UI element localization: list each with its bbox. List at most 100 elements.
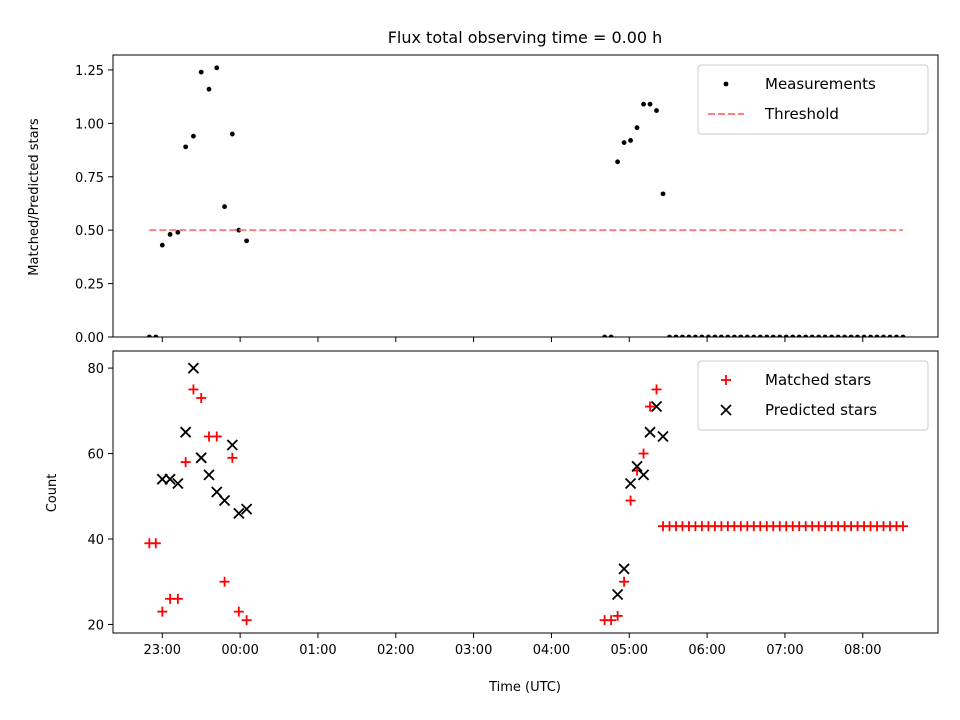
measurement-point [783, 334, 789, 337]
matched-star-marker [638, 448, 649, 459]
measurement-point [153, 334, 159, 337]
legend-matched-swatch [721, 375, 731, 385]
measurement-point [842, 334, 848, 337]
measurement-point [725, 334, 731, 337]
measurement-point [809, 334, 815, 337]
measurement-point [770, 334, 776, 337]
measurement-point [206, 86, 212, 92]
matched-star-marker [172, 593, 183, 604]
predicted-star-marker [233, 507, 245, 520]
measurement-point [718, 334, 724, 337]
measurement-point [887, 334, 893, 337]
predicted-star-marker [657, 430, 669, 443]
measurement-point [699, 334, 705, 337]
predicted-star-marker [180, 426, 192, 438]
matched-star-marker [233, 606, 244, 617]
predicted-star-marker [164, 473, 176, 485]
measurement-point [816, 334, 822, 337]
measurement-point [731, 334, 737, 337]
top-plot-area [146, 65, 906, 337]
matched-star-marker [606, 615, 617, 626]
matched-star-marker [150, 538, 161, 549]
measurement-point [790, 334, 796, 337]
x-tick-label: 03:00 [455, 643, 492, 658]
predicted-star-marker [203, 469, 215, 481]
matched-star-marker [651, 384, 662, 395]
top-chart-title: Flux total observing time = 0.00 h [388, 28, 663, 47]
matched-star-marker [196, 393, 207, 403]
matched-star-marker [219, 576, 230, 587]
predicted-star-marker [611, 588, 624, 601]
measurement-point [621, 140, 627, 145]
predicted-star-marker [218, 494, 231, 507]
measurement-point [764, 334, 770, 337]
measurement-point [222, 204, 227, 210]
bottom-panel: 20 40 60 80 23:00 00:00 01:00 02:00 03:00 04:00 05… [87, 350, 939, 658]
matched-star-marker [227, 452, 238, 463]
measurement-point [822, 334, 828, 337]
measurement-point [861, 334, 867, 337]
predicted-star-marker [650, 400, 663, 413]
measurement-point [229, 131, 235, 137]
measurement-point [796, 334, 802, 337]
top-y-tick-label: 0.25 [75, 278, 104, 293]
measurement-point [751, 334, 757, 337]
bottom-y-axis-label: Count [45, 474, 60, 513]
matched-star-marker [612, 610, 623, 621]
measurement-point [803, 334, 809, 337]
measurement-point [167, 232, 173, 237]
top-panel: 0.00 0.25 0.50 0.75 1.00 1.25 Measurements Thre… [75, 54, 939, 346]
x-tick-label: 05:00 [611, 643, 648, 658]
measurement-point [894, 334, 899, 337]
measurement-point [159, 242, 165, 248]
measurement-point [777, 334, 783, 337]
top-y-tick-label: 0.50 [75, 224, 104, 239]
predicted-star-marker [240, 503, 253, 515]
predicted-star-marker [624, 477, 637, 490]
matched-star-marker [180, 457, 191, 468]
measurement-point [686, 334, 692, 337]
legend-label: Threshold [764, 105, 839, 123]
measurement-point [602, 334, 608, 337]
measurement-point [608, 334, 614, 337]
measurement-point [868, 334, 873, 337]
measurement-point [191, 133, 196, 139]
legend-label: Measurements [765, 75, 876, 93]
measurement-point [175, 229, 181, 235]
matched-star-marker [897, 521, 908, 532]
matched-star-marker [645, 401, 656, 412]
bottom-legend: Matched stars Predicted stars [697, 360, 929, 431]
measurement-point [628, 138, 633, 143]
measurement-point [615, 159, 620, 165]
measurement-point [183, 144, 189, 150]
bottom-y-tick-label: 60 [87, 448, 104, 463]
top-legend-box [697, 64, 929, 135]
predicted-star-marker [618, 563, 630, 575]
matched-star-marker [241, 615, 252, 626]
top-y-tick-label: 1.25 [75, 64, 104, 79]
legend-predicted-swatch [720, 404, 732, 416]
measurement-point [835, 334, 841, 337]
measurement-point [647, 101, 653, 107]
measurement-point [146, 334, 152, 337]
bottom-plot-area [144, 362, 908, 626]
measurement-point [673, 334, 679, 337]
measurement-point [693, 334, 698, 337]
measurement-point [848, 334, 854, 337]
x-tick-label: 00:00 [221, 643, 258, 658]
x-axis-label: Time (UTC) [488, 680, 561, 695]
measurement-point [744, 334, 750, 337]
matched-star-marker [211, 431, 222, 442]
measurement-point [855, 334, 860, 337]
measurement-point [900, 334, 906, 337]
measurement-point [236, 227, 242, 233]
x-tick-label: 02:00 [377, 643, 414, 658]
predicted-star-marker [631, 460, 643, 473]
legend-measurements-swatch [723, 81, 729, 87]
x-tick-label: 07:00 [766, 643, 803, 658]
predicted-star-marker [644, 426, 656, 438]
measurement-point [680, 334, 685, 337]
bottom-legend-box [697, 360, 929, 431]
matched-star-marker [619, 576, 630, 587]
